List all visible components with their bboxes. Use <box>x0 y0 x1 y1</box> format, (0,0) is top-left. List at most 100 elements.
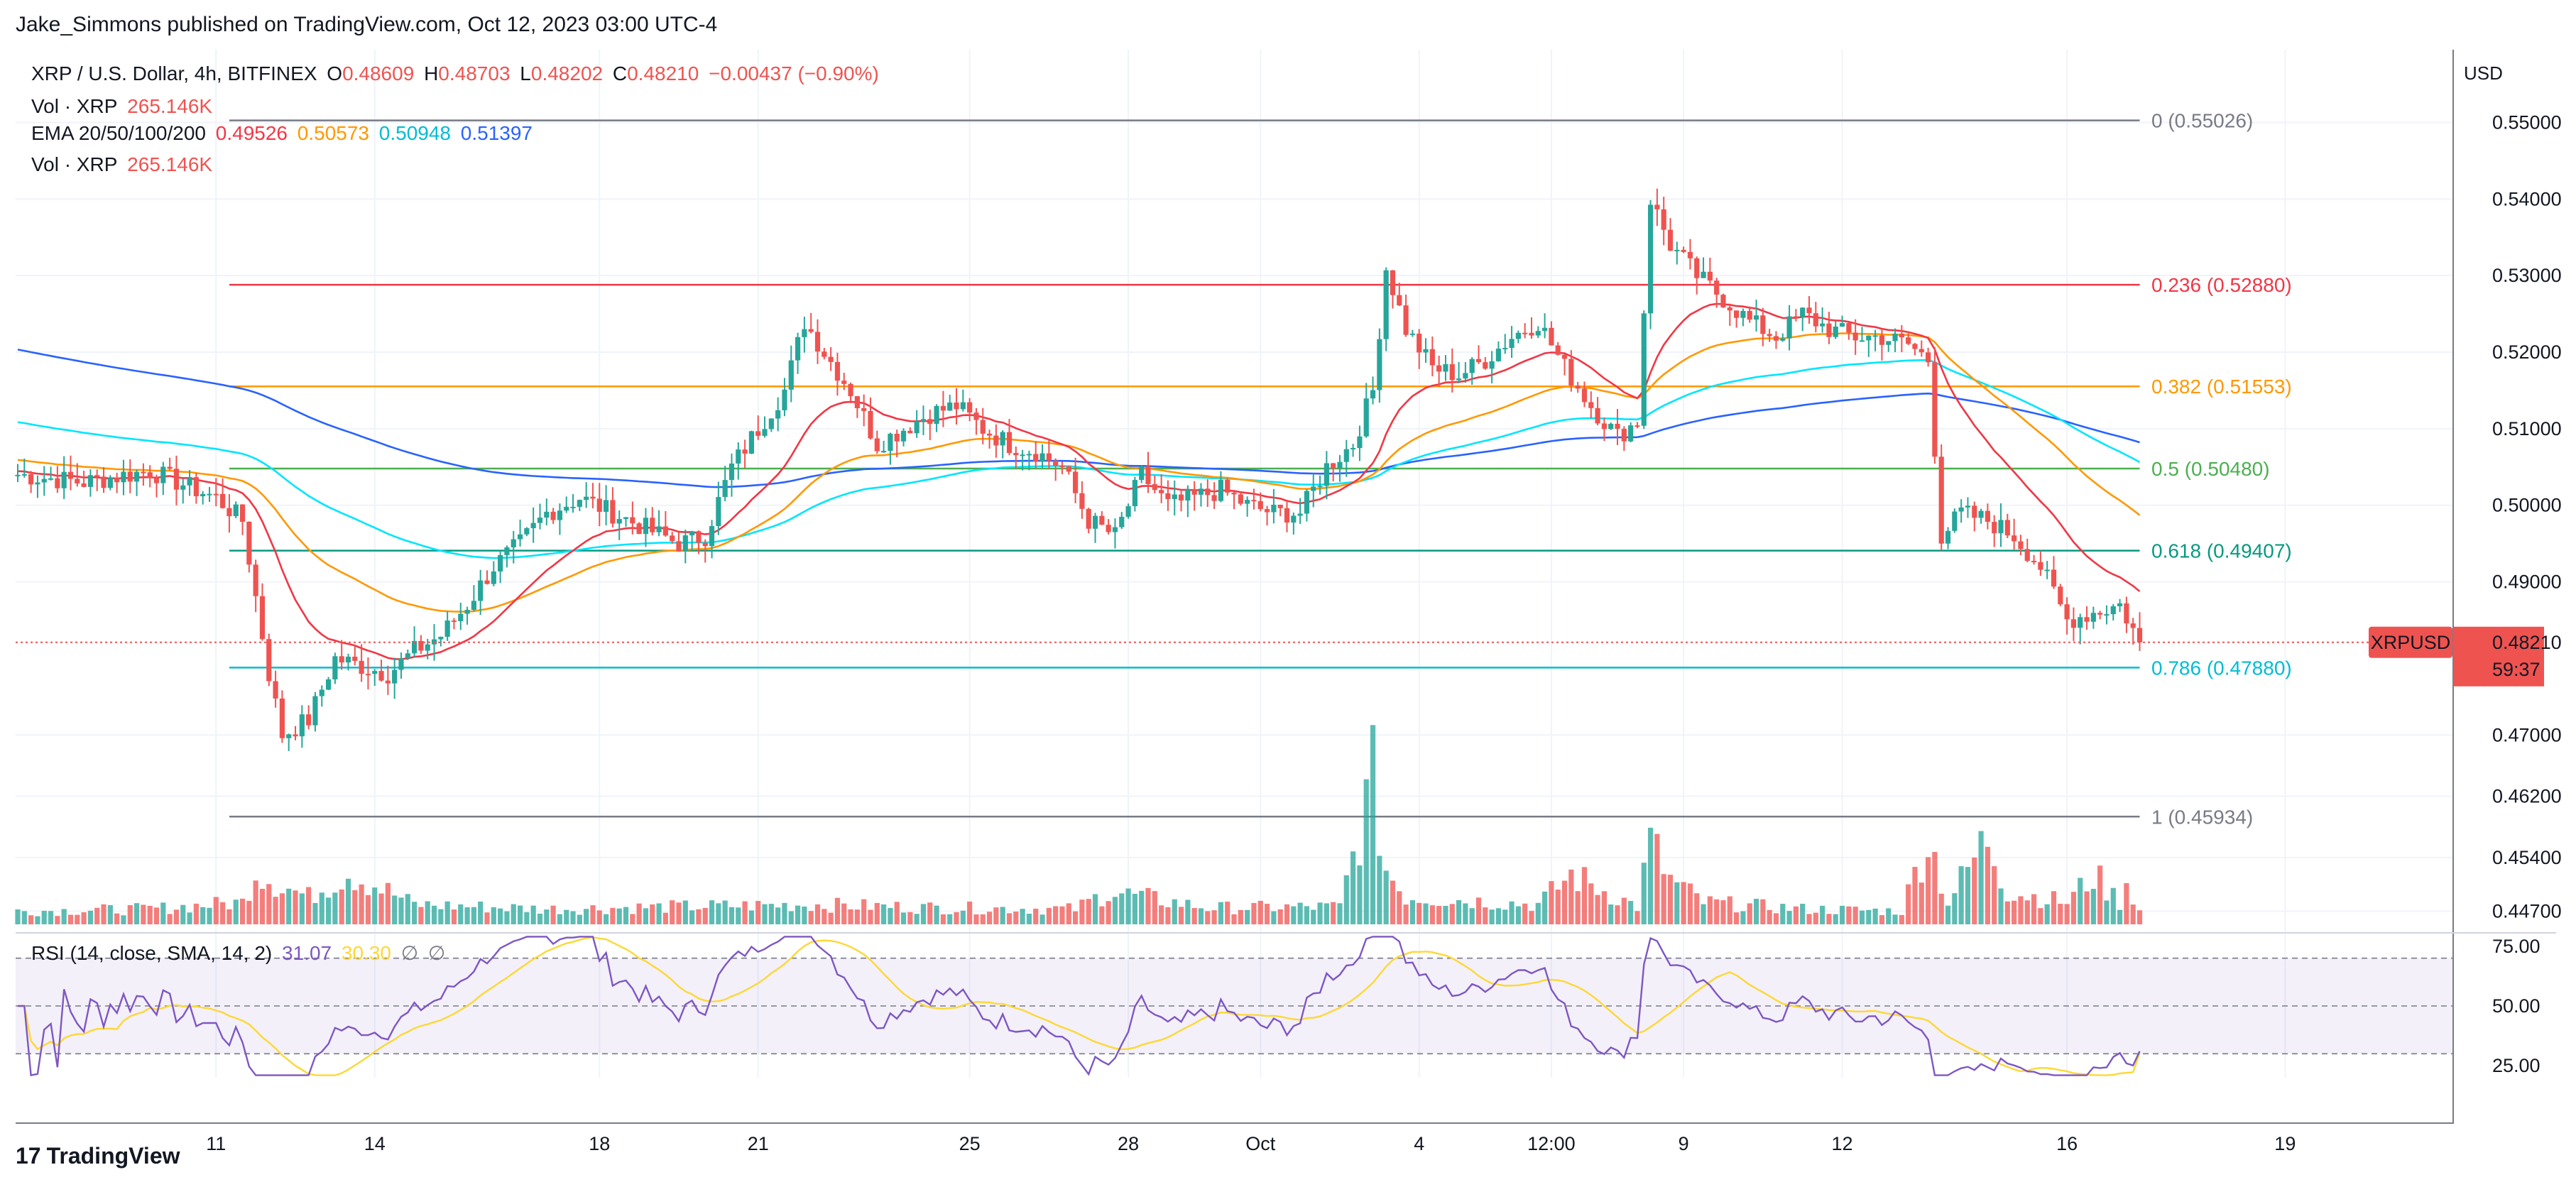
volume-bar <box>405 894 410 924</box>
volume-bar <box>1852 907 1858 924</box>
price-tag <box>2453 626 2544 687</box>
volume-bar <box>894 902 900 924</box>
candle-body <box>1456 378 1462 381</box>
candle-body <box>1245 500 1250 504</box>
ema100-line <box>17 359 2141 559</box>
volume-bar <box>2104 900 2110 924</box>
volume-bar <box>656 903 662 924</box>
volume-bar <box>1456 899 1462 924</box>
candle-body <box>273 681 278 699</box>
candle-body <box>822 351 827 357</box>
volume-bar <box>213 897 219 924</box>
candle-body <box>954 403 959 410</box>
volume-bar <box>1561 880 1568 924</box>
candle-body <box>2097 613 2103 615</box>
candle-body <box>1972 505 1977 518</box>
candle-body <box>1397 295 1402 306</box>
volume-bar <box>94 907 100 924</box>
candle-body <box>1555 345 1561 355</box>
volume-bar <box>1443 905 1448 924</box>
volume-bar <box>359 884 364 924</box>
volume-bar <box>616 908 622 924</box>
candle-body <box>610 500 616 524</box>
candle-body <box>616 519 622 524</box>
volume-bar <box>1542 891 1548 924</box>
candle-body <box>782 389 787 410</box>
candle-body <box>2124 603 2129 624</box>
volume-bar <box>1132 894 1137 924</box>
tradingview-branding[interactable]: 17 TradingView <box>16 1143 180 1169</box>
volume-bar <box>1423 903 1429 924</box>
candle-body <box>147 472 153 478</box>
volume-bar <box>1469 908 1475 924</box>
candle-body <box>755 431 761 436</box>
candle-body <box>1502 348 1508 350</box>
candle-body <box>141 471 146 474</box>
volume-bar <box>1661 874 1666 924</box>
price-tick-label: 0.44700 <box>2492 900 2562 921</box>
ema-legend[interactable]: EMA 20/50/100/200 0.49526 0.50573 0.5094… <box>31 122 537 145</box>
candle-body <box>498 554 503 571</box>
candle-body <box>636 523 642 535</box>
candle-body <box>478 580 484 601</box>
volume-bar <box>702 907 708 924</box>
volume-bar <box>993 907 999 924</box>
candle-body <box>1647 204 1654 314</box>
fibonacci-retracement[interactable]: 0 (0.55026) 0.236 (0.52880) 0.382 (0.51553… <box>229 110 2292 828</box>
volume-bar <box>1033 908 1039 924</box>
ema20-line <box>17 302 2141 660</box>
volume-bar <box>1958 866 1964 924</box>
candle-body <box>1436 365 1442 372</box>
volume-bar <box>319 892 324 924</box>
volume-bar <box>1245 909 1250 924</box>
volume-bar <box>345 878 351 924</box>
symbol-legend[interactable]: XRP / U.S. Dollar, 4h, BITFINEX O0.48609… <box>31 62 883 85</box>
volume-bar <box>742 901 748 924</box>
rsi-legend[interactable]: RSI (14, close, SMA, 14, 2) 31.07 30.30 … <box>31 941 449 965</box>
volume-value: 265.146K <box>127 95 213 117</box>
volume-bar <box>1145 887 1151 924</box>
candle-body <box>1053 460 1059 466</box>
candle-body <box>491 571 496 584</box>
candle-body <box>1079 493 1085 509</box>
candle-body <box>1370 390 1376 399</box>
volume-bar <box>1595 895 1600 924</box>
candle-body <box>1317 486 1323 488</box>
volume-bar <box>1952 893 1958 924</box>
candle-body <box>2110 606 2116 615</box>
candle-body <box>1601 423 1607 430</box>
volume-legend[interactable]: Vol · XRP 265.146K <box>31 95 217 118</box>
time-axis[interactable]: 11 14 18 21 25 28 Oct 4 12:00 9 12 16 19 <box>206 1133 2296 1154</box>
price-tick-label: 0.47000 <box>2492 724 2562 745</box>
volume-bar <box>1409 900 1416 924</box>
candle-body <box>2038 562 2043 570</box>
volume-bar <box>425 901 430 924</box>
currency-label[interactable]: USD <box>2464 62 2503 84</box>
time-tick-label: 11 <box>206 1133 226 1154</box>
volume-bar <box>15 909 21 924</box>
volume-bar <box>1628 901 1634 924</box>
volume-bar <box>1489 909 1495 924</box>
volume-bar <box>1198 908 1204 924</box>
candle-body <box>728 463 735 481</box>
volume-bar <box>2078 877 2083 924</box>
volume-bar <box>947 914 953 924</box>
price-axis[interactable]: 0.55000 0.54000 0.53000 0.52000 0.51000 0.500… <box>16 50 2562 1124</box>
volume-bar <box>550 905 556 924</box>
symbol-title[interactable]: XRP / U.S. Dollar, 4h, BITFINEX <box>31 62 317 84</box>
candle-body <box>530 523 536 528</box>
volume-bars <box>15 725 2143 924</box>
candle-body <box>2012 535 2017 542</box>
candle-body <box>1773 336 1779 341</box>
volume-bar <box>577 914 582 924</box>
volume-legend-2[interactable]: Vol · XRP 265.146K <box>31 153 217 176</box>
candle-body <box>266 639 272 682</box>
candle-body <box>888 433 893 452</box>
candle-body <box>914 421 919 434</box>
candle-body <box>1449 364 1455 381</box>
volume-bar <box>1291 906 1297 924</box>
candle-body <box>1363 398 1369 437</box>
candle-body <box>1257 500 1263 510</box>
volume-bar <box>1767 909 1772 924</box>
